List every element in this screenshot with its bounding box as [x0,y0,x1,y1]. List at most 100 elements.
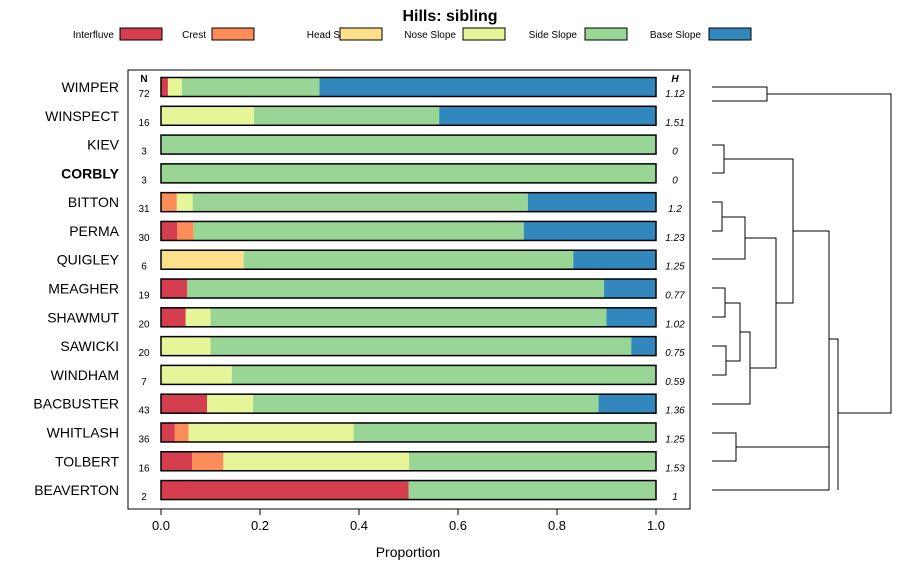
dendrogram-branch [725,302,741,362]
h-header: H [671,74,679,85]
bar-segment [161,192,177,212]
legend-swatch-base-slope [708,27,752,41]
bar-outline [160,105,657,127]
row-n-value: 30 [138,233,150,244]
dendrogram-branch [712,432,737,462]
legend-label-base-slope: Base Slope [650,30,702,41]
bar-segment [161,422,175,442]
bar-segment [192,451,224,471]
row-h-value: 1.25 [665,262,685,273]
legend-swatch-crest [211,27,255,41]
bar-segment [604,279,656,299]
x-tick-label: 0.8 [548,518,566,533]
bar-outline [160,307,657,328]
x-tick-label: 0.2 [251,518,269,533]
bar-segment [161,307,186,327]
bar-segment [439,106,656,126]
row-n-value: 3 [141,175,147,186]
row-n-value: 16 [138,118,150,129]
row-label: CORBLY [61,165,119,181]
bar-segment [223,451,409,471]
dendrogram-branch [793,230,830,447]
bar-segment [210,336,632,356]
bar-segment [523,221,656,241]
row-h-value: 1 [672,492,678,503]
bar-outline [160,220,657,242]
row-n-value: 16 [138,463,150,474]
row-label: QUIGLEY [57,252,120,268]
bar-segment [527,192,656,212]
bar-segment [161,279,188,299]
bar-segment [193,221,524,241]
legend-swatch-head-slope [339,27,383,41]
bar-segment [161,336,211,356]
bar-outline [160,163,657,184]
bar-segment [176,192,193,212]
dendrogram-branch [712,331,751,405]
bar-segment [207,394,254,414]
bar-outline [160,364,657,386]
row-n-value: 36 [138,434,150,445]
row-n-value: 7 [141,377,147,388]
row-h-value: 1.23 [665,233,685,244]
dendrogram-branch [712,446,830,491]
row-h-value: 0 [672,147,678,158]
legend: Interfluve Crest Head Slope Nose Slope Side … [73,27,752,41]
bar-segment [231,365,656,385]
dendrogram-branch [712,287,726,318]
dendrogram-branch [712,144,725,174]
bar-outline [160,479,657,501]
bar-outline [160,278,657,299]
dendrogram-branch [712,86,768,102]
bar-segment [408,480,656,500]
dendrogram-branch [829,338,839,490]
row-n-value: 3 [141,147,147,158]
bar-segment [161,221,178,241]
x-tick-label: 0.0 [152,518,170,533]
row-n-value: 2 [141,492,147,503]
bar-outline [160,451,657,472]
row-n-value: 43 [138,406,150,417]
bar-segment [631,336,656,356]
bar-outline [160,393,657,414]
row-h-value: 1.25 [665,434,685,445]
legend-label-interfluve: Interfluve [73,30,115,41]
row-label: MEAGHER [48,281,119,297]
bar-segment [161,106,255,126]
row-n-value: 31 [138,204,150,215]
row-n-value: 72 [138,89,150,100]
row-label: WHITLASH [47,424,119,440]
row-label: SAWICKI [60,338,119,354]
bar-segment [606,307,656,327]
row-h-value: 1.51 [665,118,684,129]
n-header: N [140,74,147,85]
dendrogram [712,86,892,491]
bar-segment [161,135,656,155]
bar-segment [192,192,528,212]
bar-outline [160,422,657,443]
bar-outline [160,134,657,155]
bar-segment [188,422,354,442]
bar-segment [174,422,189,442]
row-h-value: 0.75 [665,348,685,359]
bar-segment [167,77,182,97]
legend-label-nose-slope: Nose Slope [404,30,456,41]
row-label: BITTON [68,194,119,210]
row-h-value: 1.02 [665,319,685,330]
bar-segment [177,221,194,241]
bar-outline [160,191,657,213]
bar-segment [408,451,656,471]
row-label: BACBUSTER [33,396,119,412]
bar-segment [187,279,605,299]
bar-outline [160,76,657,98]
bar-segment [161,77,168,97]
bar-segment [254,106,440,126]
dendrogram-branch [724,158,794,304]
legend-label-head-slope: Head Slope [307,30,360,41]
row-n-value: 19 [138,291,150,302]
x-tick-label: 0.6 [449,518,467,533]
bar-segment [573,250,656,270]
row-h-value: 0.59 [665,377,685,388]
row-h-value: 1.36 [665,406,685,417]
